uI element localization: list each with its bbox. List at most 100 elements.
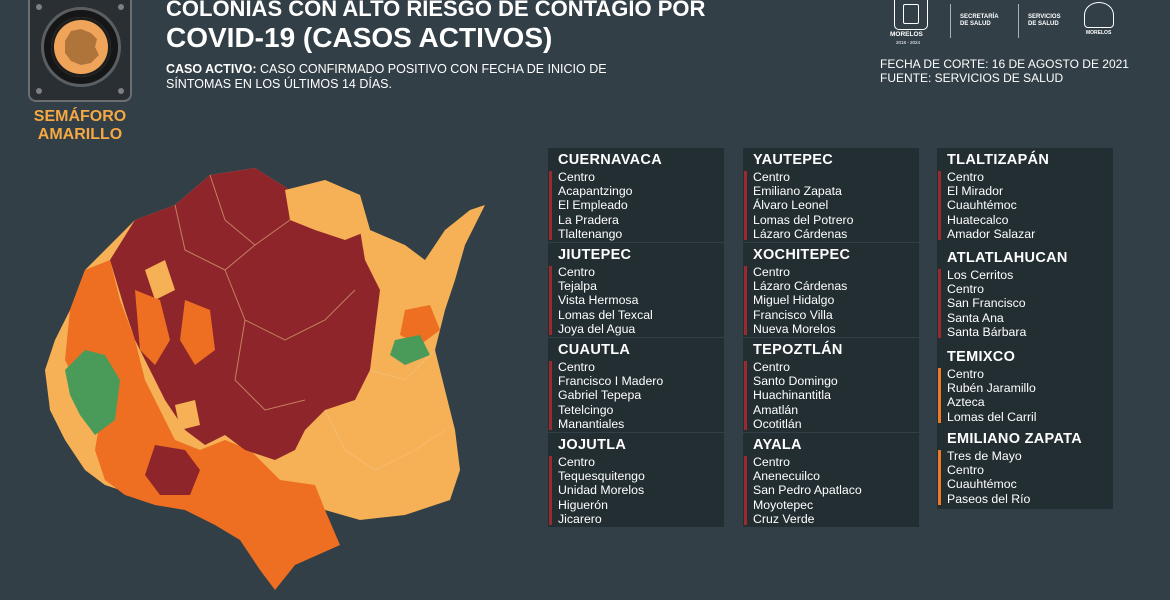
colonia-item: Centro — [947, 282, 984, 297]
map-region-orange — [400, 305, 440, 345]
logo-divider — [950, 4, 951, 38]
colonia-item: Jicarero — [558, 511, 602, 526]
colonia-item: Centro — [947, 170, 984, 184]
colonia-item: Centro — [753, 170, 790, 184]
colonia-list: Centro Santo Domingo Huachinantitla Amatlán… — [744, 360, 919, 431]
colonia-item: Lomas del Texcal — [558, 307, 653, 322]
map-region-light-orange — [175, 400, 200, 430]
semaforo-label-line1: Semáforo — [33, 108, 127, 125]
traffic-light-icon — [41, 7, 121, 87]
municipality-name: Yautepec — [753, 152, 834, 168]
flower-logo-icon — [1084, 2, 1114, 28]
colonia-item: Anenecuilco — [753, 469, 820, 484]
semaforo-label-line2: amarillo — [37, 126, 123, 143]
municipality-name: Emiliano Zapata — [947, 431, 1082, 447]
colonia-item: Santo Domingo — [753, 374, 838, 389]
institution-logos: Morelos 2018 - 2024 Secretaría de Salud … — [888, 0, 1128, 48]
colonia-item: Centro — [753, 360, 790, 374]
municipality-name: Jiutepec — [558, 247, 632, 263]
municipality-card: Yautepec Centro Emiliano Zapata Álvaro Leon… — [743, 148, 919, 242]
colonia-item: Tetelcingo — [558, 402, 614, 417]
municipality-name: Cuautla — [558, 342, 631, 358]
colonia-item: Azteca — [947, 395, 985, 410]
data-source: Fuente: Servicios de Salud — [880, 71, 1064, 85]
municipality-name: Atlatlahucan — [947, 250, 1068, 266]
municipality-name: Jojutla — [558, 437, 627, 453]
colonia-item: Cruz Verde — [753, 511, 815, 526]
map-region-dark-red — [145, 445, 200, 495]
semaforo-label: Semáforo amarillo — [14, 108, 146, 144]
colonia-item: Centro — [753, 265, 790, 279]
screw-icon — [36, 4, 42, 10]
logo-secretaria-salud: Secretaría de Salud — [960, 14, 999, 27]
colonia-item: Lomas del Potrero — [753, 212, 854, 227]
colonia-item: Francisco I Madero — [558, 374, 664, 389]
colonia-list: Los Cerritos Centro San Francisco Santa Ana… — [938, 268, 1113, 339]
colonia-list: Centro Acapantzingo El Empleado La Pradera T… — [549, 170, 724, 241]
municipality-card: Tlaltizapán Centro El Mirador Cuauhtémoc Hua… — [937, 148, 1113, 246]
report-meta: Fecha de corte: 16 de agosto de 2021 Fue… — [880, 57, 1129, 85]
municipality-name: Tepoztlán — [753, 342, 843, 358]
colonia-item: Tequesquitengo — [558, 469, 645, 484]
municipality-name: Temixco — [947, 349, 1016, 365]
colonia-list: Centro Anenecuilco San Pedro Apatlaco Moyot… — [744, 455, 919, 526]
colonia-list: Centro Lázaro Cárdenas Miguel Hidalgo Franc… — [744, 265, 919, 336]
colonia-item: Huatecalco — [947, 212, 1009, 227]
colonia-item: Centro — [947, 367, 984, 381]
municipality-card: Jojutla Centro Tequesquitengo Unidad Morelo… — [548, 433, 724, 527]
cutoff-date: Fecha de corte: 16 de agosto de 2021 — [880, 57, 1129, 71]
logo-flower-text: Morelos — [1086, 30, 1112, 36]
colonia-item: Cuauhtémoc — [947, 477, 1017, 492]
map-region-green — [390, 335, 430, 365]
colonia-item: Manantiales — [558, 416, 625, 431]
colonia-item: Paseos del Río — [947, 491, 1031, 506]
colonia-list: Centro Tejalpa Vista Hermosa Lomas del Texc… — [549, 265, 724, 336]
colonia-item: El Empleado — [558, 198, 628, 213]
municipality-card: Jiutepec Centro Tejalpa Vista Hermosa Lomas … — [548, 243, 724, 337]
colonia-item: Cuauhtémoc — [947, 198, 1017, 213]
semaforo-indicator — [28, 0, 132, 102]
colonia-item: Centro — [558, 360, 595, 374]
municipality-card: Atlatlahucan Los Cerritos Centro San Franci… — [937, 246, 1113, 345]
colonia-list: Centro Emiliano Zapata Álvaro Leonel Lomas … — [744, 170, 919, 241]
colonia-item: Huachinantitla — [753, 388, 831, 403]
colonia-item: Unidad Morelos — [558, 483, 645, 498]
page-title-line1: Colonias con alto riesgo de contagio por — [166, 0, 706, 21]
colonia-item: Santa Bárbara — [947, 324, 1027, 339]
colonia-item: Joya del Agua — [558, 321, 636, 336]
municipality-card: Xochitepec Centro Lázaro Cárdenas Miguel Hi… — [743, 243, 919, 337]
municipality-card: Tepoztlán Centro Santo Domingo Huachinantit… — [743, 338, 919, 432]
municipality-name: Ayala — [753, 437, 802, 453]
logo-servicios-salud: Servicios de Salud — [1028, 14, 1061, 27]
page-title-line2: COVID-19 (casos activos) — [166, 22, 553, 53]
colonia-item: Miguel Hidalgo — [753, 293, 835, 308]
colonia-item: Amatlán — [753, 402, 799, 417]
colonia-item: Lázaro Cárdenas — [753, 279, 848, 294]
map-region-dark-red — [110, 168, 380, 460]
colonia-item: Emiliano Zapata — [753, 184, 842, 199]
morelos-risk-map — [45, 168, 485, 590]
colonia-item: Vista Hermosa — [558, 293, 639, 308]
colonia-item: Nueva Morelos — [753, 321, 836, 336]
logo-morelos-text: Morelos — [890, 31, 923, 38]
logo-divider — [1018, 4, 1019, 38]
municipality-card: Emiliano Zapata Tres de Mayo Centro Cuauhté… — [937, 427, 1113, 509]
colonia-list: Centro El Mirador Cuauhtémoc Huatecalco Amad… — [938, 170, 1113, 241]
map-region-light-orange — [145, 260, 175, 300]
colonia-item: Francisco Villa — [753, 307, 833, 322]
colonia-item: El Mirador — [947, 184, 1004, 199]
colonia-list: Tres de Mayo Centro Cuauhtémoc Paseos del R… — [938, 449, 1113, 506]
municipality-card: Temixco Centro Rubén Jaramillo Azteca Lomas … — [937, 345, 1113, 427]
municipality-name: Tlaltizapán — [947, 152, 1050, 168]
colonia-item: Lázaro Cárdenas — [753, 226, 848, 241]
colonia-item: Tejalpa — [558, 279, 597, 294]
colonia-item: San Francisco — [947, 296, 1026, 311]
colonia-item: San Pedro Apatlaco — [753, 483, 862, 498]
colonia-item: Centro — [947, 463, 984, 478]
map-region-green — [65, 350, 120, 435]
colonia-list: Centro Tequesquitengo Unidad Morelos Higuer… — [549, 455, 724, 526]
colonia-item: Álvaro Leonel — [753, 198, 829, 213]
colonia-list: Centro Francisco I Madero Gabriel Tepepa Te… — [549, 360, 724, 431]
map-region-orange — [65, 260, 340, 590]
colonia-item: La Pradera — [558, 212, 619, 227]
